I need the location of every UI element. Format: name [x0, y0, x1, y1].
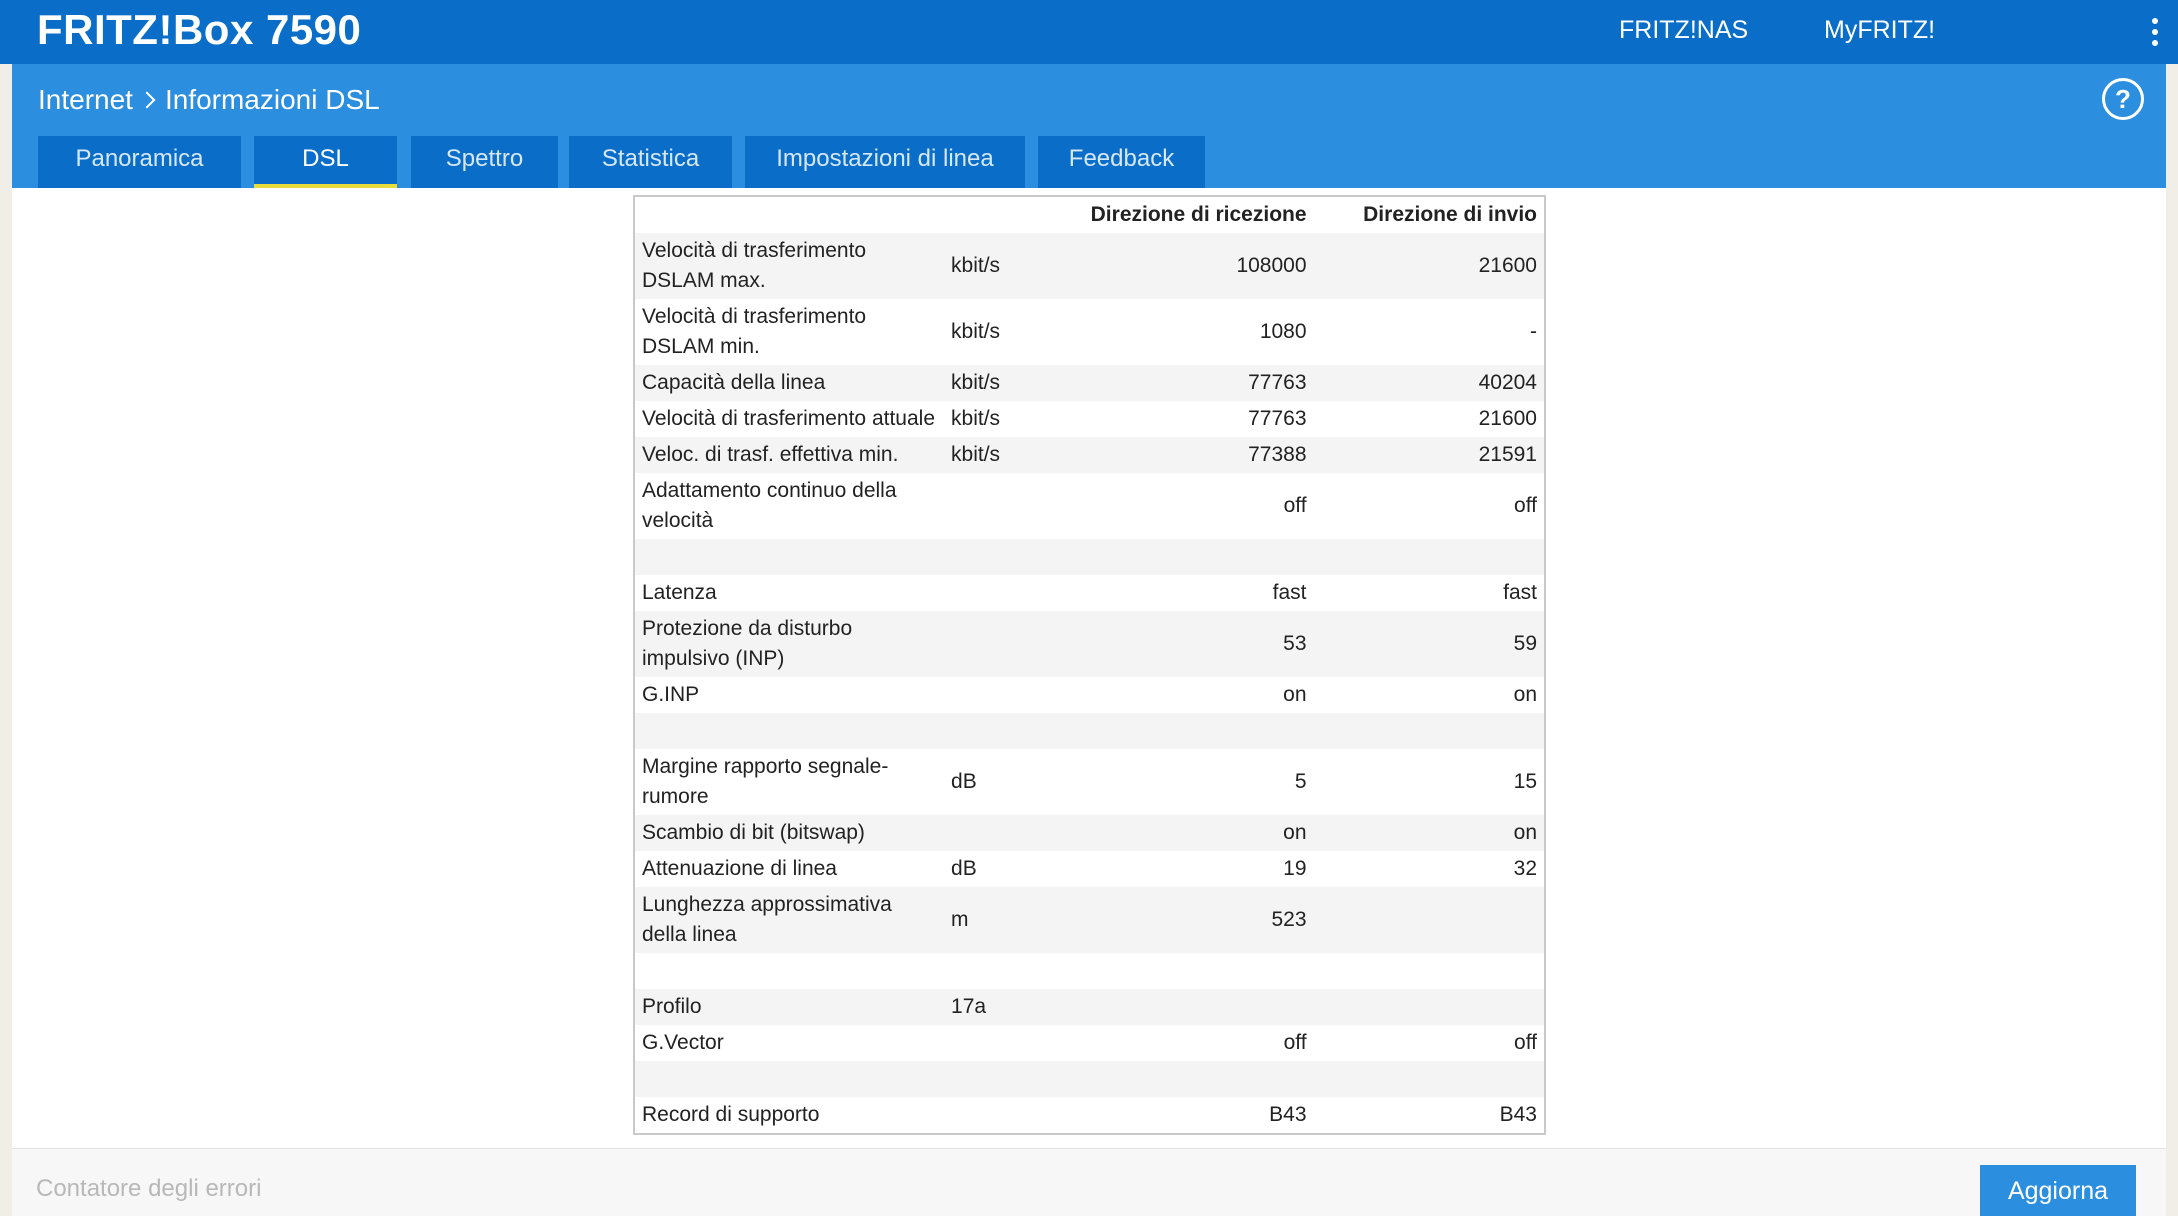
table-spacer-row: [635, 713, 1544, 749]
table-row: Protezione da disturbo impulsivo (INP) 5…: [635, 611, 1544, 677]
table-row: Lunghezza approssimativa della linea m 5…: [635, 887, 1544, 953]
main-content: Direzione di ricezione Direzione di invi…: [12, 188, 2166, 1148]
table-row: Margine rapporto segnale-rumore dB 5 15: [635, 749, 1544, 815]
help-icon[interactable]: ?: [2102, 78, 2144, 120]
tab-statistica[interactable]: Statistica: [569, 136, 732, 188]
table-row: G.INP on on: [635, 677, 1544, 713]
table-row: Velocità di trasferimento DSLAM max. kbi…: [635, 233, 1544, 299]
fritz-nas-link[interactable]: FRITZ!NAS: [1619, 16, 1749, 44]
breadcrumb: Internet Informazioni DSL: [38, 84, 380, 116]
table-header-row: Direzione di ricezione Direzione di invi…: [635, 197, 1544, 233]
tab-impostazioni-di-linea[interactable]: Impostazioni di linea: [745, 136, 1025, 188]
header-rx: Direzione di ricezione: [1083, 197, 1314, 233]
table-row: Scambio di bit (bitswap) on on: [635, 815, 1544, 851]
page-header: Internet Informazioni DSL ? Panoramica DS…: [12, 64, 2166, 188]
table-spacer-row: [635, 953, 1544, 989]
table-spacer-row: [635, 539, 1544, 575]
refresh-button[interactable]: Aggiorna: [1980, 1165, 2136, 1216]
table-row: Velocità di trasferimento DSLAM min. kbi…: [635, 299, 1544, 365]
dsl-info-table: Direzione di ricezione Direzione di invi…: [633, 195, 1546, 1135]
tab-feedback[interactable]: Feedback: [1038, 136, 1205, 188]
table-row: Profilo 17a: [635, 989, 1544, 1025]
table-row: Latenza fast fast: [635, 575, 1544, 611]
table-row: Veloc. di trasf. effettiva min. kbit/s 7…: [635, 437, 1544, 473]
tab-panoramica[interactable]: Panoramica: [38, 136, 241, 188]
table-row: Record di supporto B43 B43: [635, 1097, 1544, 1133]
footer-bar: Contatore degli errori Aggiorna: [12, 1148, 2166, 1216]
vertical-dots-icon[interactable]: [2152, 18, 2160, 48]
table-row: Attenuazione di linea dB 19 32: [635, 851, 1544, 887]
top-header: FRITZ!Box 7590 FRITZ!NAS MyFRITZ!: [0, 0, 2178, 64]
breadcrumb-current: Informazioni DSL: [164, 84, 380, 115]
header-tx: Direzione di invio: [1313, 197, 1544, 233]
table-row: G.Vector off off: [635, 1025, 1544, 1061]
brand-title: FRITZ!Box 7590: [37, 6, 362, 53]
table-spacer-row: [635, 1061, 1544, 1097]
table-row: Capacità della linea kbit/s 77763 40204: [635, 365, 1544, 401]
tab-dsl[interactable]: DSL: [254, 136, 397, 188]
tab-spettro[interactable]: Spettro: [411, 136, 558, 188]
error-counter-link[interactable]: Contatore degli errori: [36, 1175, 262, 1202]
table-row: Velocità di trasferimento attuale kbit/s…: [635, 401, 1544, 437]
table-row: Adattamento continuo della velocità off …: [635, 473, 1544, 539]
chevron-right-icon: [138, 91, 156, 109]
breadcrumb-parent[interactable]: Internet: [38, 84, 133, 115]
myfritz-link[interactable]: MyFRITZ!: [1824, 16, 1936, 44]
